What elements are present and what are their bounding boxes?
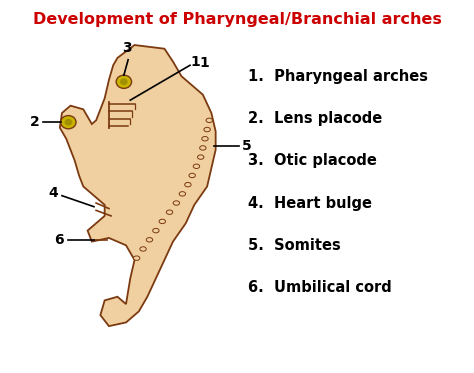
Ellipse shape (202, 137, 208, 141)
Circle shape (64, 119, 72, 125)
Ellipse shape (173, 201, 180, 205)
Ellipse shape (193, 164, 200, 169)
Text: 3.  Otic placode: 3. Otic placode (248, 153, 376, 169)
Ellipse shape (134, 256, 140, 260)
Ellipse shape (153, 228, 159, 233)
Text: 1: 1 (200, 56, 209, 70)
Ellipse shape (206, 118, 212, 123)
Text: 3: 3 (122, 41, 132, 55)
Ellipse shape (189, 173, 195, 178)
Text: 1: 1 (191, 55, 201, 69)
Circle shape (120, 78, 128, 85)
Ellipse shape (204, 127, 210, 132)
Ellipse shape (146, 238, 153, 242)
Ellipse shape (166, 210, 173, 214)
Circle shape (116, 75, 132, 88)
Ellipse shape (179, 192, 185, 196)
Text: 5: 5 (242, 139, 252, 153)
Text: Development of Pharyngeal/Branchial arches: Development of Pharyngeal/Branchial arch… (33, 12, 441, 27)
Ellipse shape (200, 146, 206, 150)
Text: 6: 6 (55, 233, 64, 247)
Text: 5.  Somites: 5. Somites (248, 238, 340, 253)
Text: 2.  Lens placode: 2. Lens placode (248, 111, 382, 126)
Ellipse shape (140, 247, 146, 251)
Ellipse shape (198, 155, 204, 159)
Text: 6.  Umbilical cord: 6. Umbilical cord (248, 280, 392, 295)
Polygon shape (60, 45, 216, 326)
Text: 4: 4 (49, 186, 59, 200)
Ellipse shape (159, 219, 165, 223)
Text: 1.  Pharyngeal arches: 1. Pharyngeal arches (248, 69, 428, 84)
Text: 4.  Heart bulge: 4. Heart bulge (248, 196, 372, 211)
Circle shape (61, 116, 76, 129)
Ellipse shape (185, 182, 191, 187)
Text: 2: 2 (30, 115, 40, 129)
